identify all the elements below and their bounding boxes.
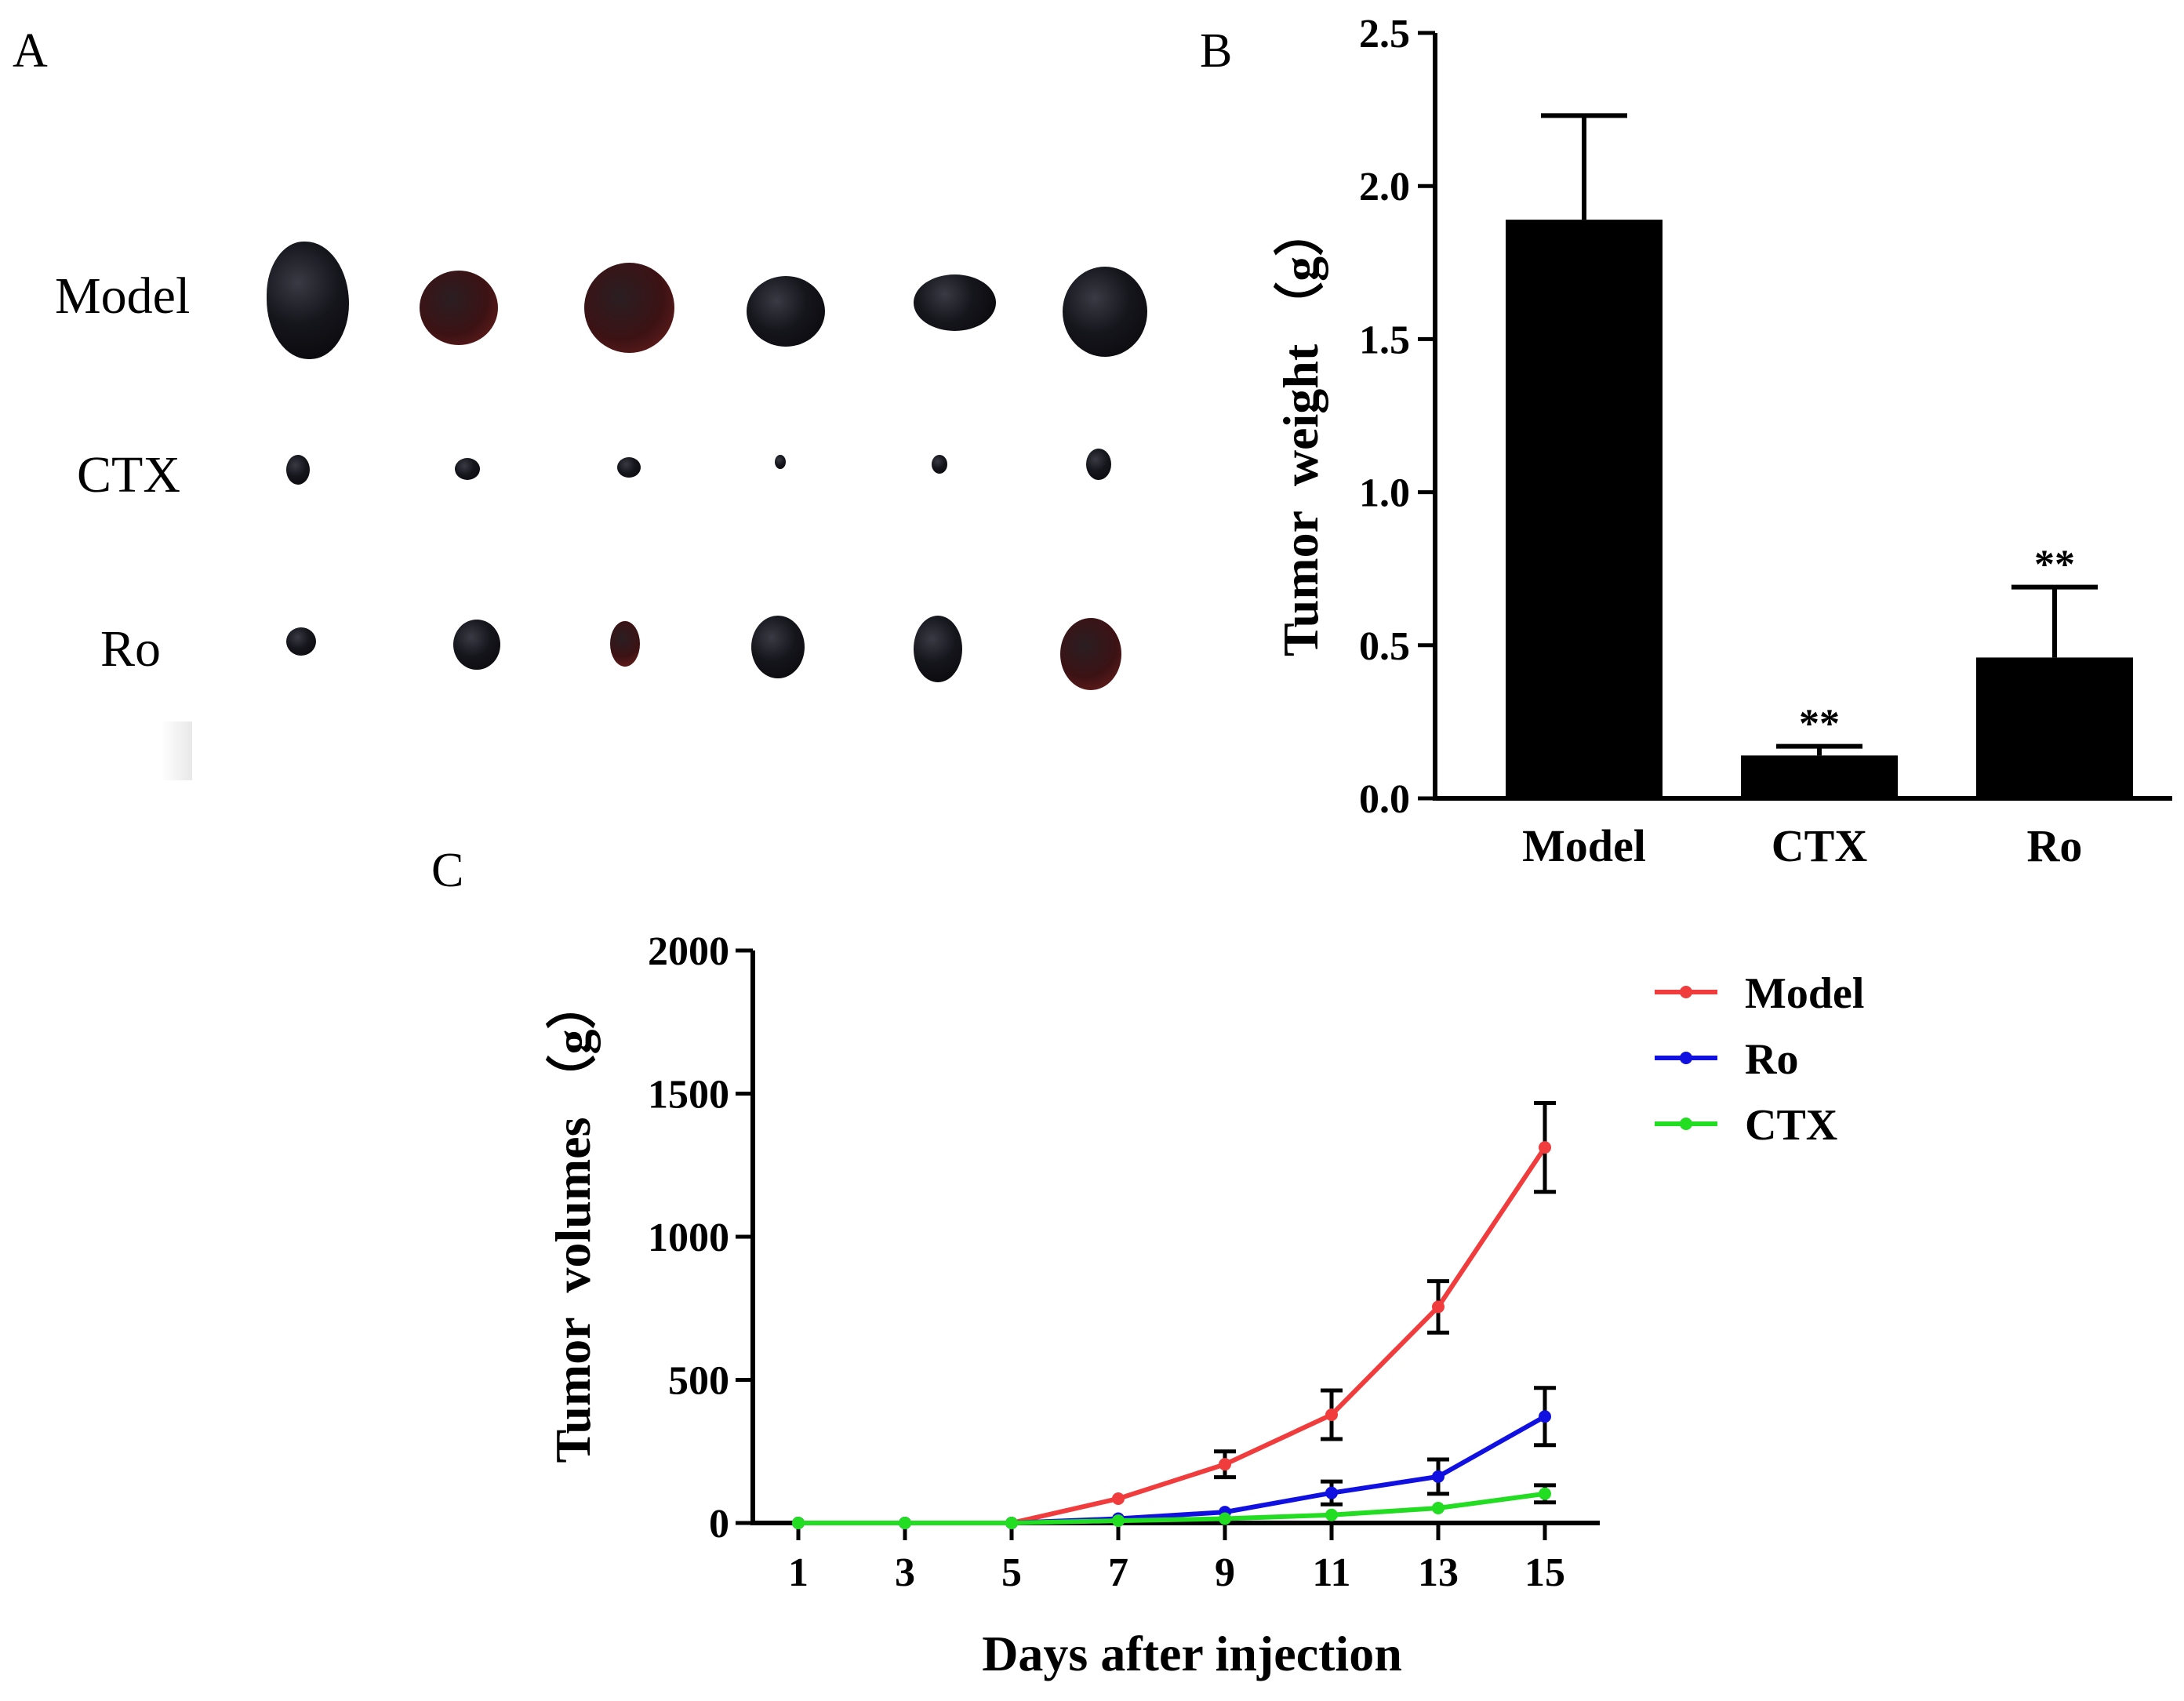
series-point-model <box>1325 1408 1338 1422</box>
legend-marker-ro <box>1680 1052 1692 1064</box>
series-line-ctx <box>798 1491 1546 1525</box>
row-label-model: Model <box>55 267 191 325</box>
line-chart-marks <box>792 1101 1556 1529</box>
series-point-ctx <box>792 1517 805 1529</box>
series-point-ctx <box>1219 1512 1231 1525</box>
row-label-ctx: CTX <box>77 446 180 503</box>
series-point-model <box>1112 1492 1125 1505</box>
line-y-tick-label: 0 <box>709 1502 729 1547</box>
tumor-ctx-3 <box>617 457 641 478</box>
photo-artifact <box>161 721 192 780</box>
tumor-ro-4 <box>751 616 805 678</box>
tumor-ro-3 <box>610 621 640 667</box>
line-x-tick-label: 9 <box>1215 1550 1235 1595</box>
series-point-ro <box>1325 1486 1338 1499</box>
line-y-tick-label: 2000 <box>648 929 729 974</box>
line-y-tick-label: 1000 <box>648 1216 729 1260</box>
line-chart-legend: Model Ro CTX <box>1655 969 1864 1150</box>
bar-model <box>1506 220 1663 798</box>
series-line-model <box>798 1146 1547 1525</box>
legend-label-model: Model <box>1745 969 1864 1018</box>
line-x-tick-label: 3 <box>895 1550 915 1595</box>
legend-marker-ctx <box>1680 1118 1692 1130</box>
tumor-model-4 <box>747 276 825 347</box>
bar-y-axis-label: Tumor weight （g） <box>1273 206 1328 656</box>
row-label-ro: Ro <box>100 620 162 678</box>
series-point-model <box>1432 1300 1444 1314</box>
tumor-ctx-4 <box>775 455 786 469</box>
bar-y-tick-label: 1.0 <box>1359 471 1410 516</box>
bar-y-tick-label: 2.0 <box>1359 165 1410 209</box>
bar-x-tick-label: Ro <box>2027 820 2083 871</box>
series-point-ctx <box>1112 1514 1125 1528</box>
bar-y-tick-label: 2.5 <box>1359 12 1410 56</box>
tumor-model-2 <box>420 271 498 345</box>
tumor-ro-2 <box>453 620 500 670</box>
bar-chart-marks <box>1506 113 2133 798</box>
tumor-model-5 <box>914 274 996 331</box>
line-y-axis-label: Tumor volumes （g） <box>545 980 601 1463</box>
line-x-tick-label: 13 <box>1418 1550 1459 1595</box>
bar-y-tick-label: 0.5 <box>1359 624 1410 669</box>
panel-letter-b: B <box>1200 24 1233 78</box>
tumor-model-3 <box>584 263 674 353</box>
bar-significance-ctx: ** <box>1799 702 1840 747</box>
series-point-ctx <box>899 1517 911 1529</box>
line-x-tick-label: 7 <box>1108 1550 1128 1595</box>
bar-x-tick-label: Model <box>1522 820 1646 871</box>
series-point-ctx <box>1539 1487 1551 1500</box>
series-point-model <box>1219 1458 1231 1471</box>
line-y-tick-label: 500 <box>668 1359 729 1404</box>
tumor-ctx-2 <box>455 458 480 480</box>
legend-label-ctx: CTX <box>1745 1101 1837 1150</box>
line-x-axis-label: Days after injection <box>982 1626 1402 1681</box>
tumor-ro-6 <box>1060 618 1121 690</box>
tumor-ctx-1 <box>286 455 310 485</box>
tumor-ro-5 <box>914 616 962 682</box>
bar-significance-ro: ** <box>2034 543 2075 587</box>
bar-ro <box>1976 657 2133 798</box>
line-x-tick-label: 15 <box>1524 1550 1565 1595</box>
tumor-weight-bar-chart: 0.0 0.5 1.0 1.5 2.0 2.5 Tumor weight （g） Model *… <box>1273 12 2172 871</box>
line-x-tick-label: 5 <box>1001 1550 1022 1595</box>
tumor-ctx-5 <box>932 455 947 474</box>
bar-x-tick-label: CTX <box>1772 820 1868 871</box>
legend-label-ro: Ro <box>1745 1035 1798 1084</box>
tumor-model-1 <box>267 242 349 359</box>
tumor-photo-panel: Model CTX Ro <box>0 0 1192 816</box>
bar-ctx <box>1741 755 1898 798</box>
line-x-tick-label: 1 <box>788 1550 809 1595</box>
line-x-tick-label: 11 <box>1312 1550 1350 1595</box>
series-point-ctx <box>1325 1508 1338 1521</box>
series-point-ro <box>1539 1410 1551 1423</box>
series-point-ctx <box>1432 1502 1444 1515</box>
bar-y-tick-label: 1.5 <box>1359 318 1410 362</box>
panel-letter-a: A <box>13 24 48 78</box>
tumor-ctx-6 <box>1086 449 1111 480</box>
tumor-model-6 <box>1063 267 1147 357</box>
series-point-model <box>1539 1141 1551 1154</box>
series-point-ro <box>1432 1470 1444 1483</box>
bar-y-tick-label: 0.0 <box>1359 777 1410 822</box>
tumor-ro-1 <box>286 627 316 656</box>
series-point-ctx <box>1005 1517 1018 1529</box>
legend-marker-model <box>1680 986 1692 998</box>
panel-letter-c: C <box>431 844 464 897</box>
bar-chart-labels: 0.0 0.5 1.0 1.5 2.0 2.5 Tumor weight （g） Model *… <box>1273 12 2082 871</box>
line-y-tick-label: 1500 <box>648 1073 729 1118</box>
